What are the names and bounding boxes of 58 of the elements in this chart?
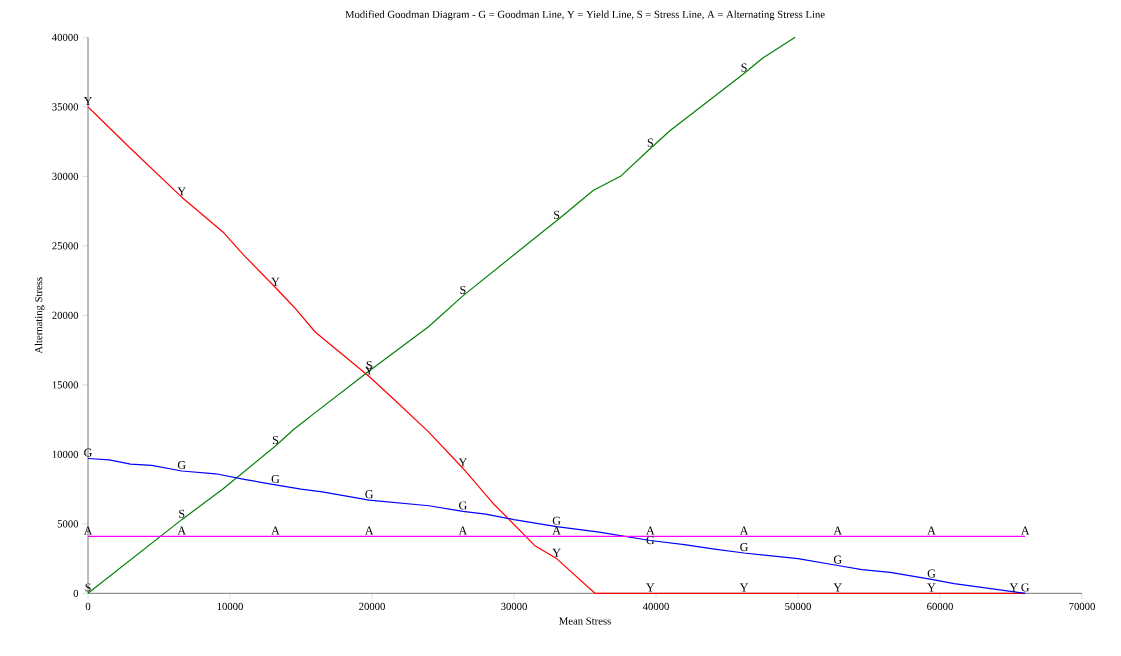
annotation: S xyxy=(647,138,653,147)
annotation: S xyxy=(741,63,747,72)
y-tick-label: 30000 xyxy=(52,172,79,180)
x-tick-label: 40000 xyxy=(642,602,669,611)
annotation: Y xyxy=(177,187,186,196)
annotation: A xyxy=(271,526,280,535)
annotation: Y xyxy=(1009,583,1018,592)
annotation: A xyxy=(177,526,186,535)
annotation: G xyxy=(552,516,561,525)
annotation: A xyxy=(646,526,655,535)
annotation: S xyxy=(85,583,91,592)
annotation: G xyxy=(740,543,748,552)
annotation: S xyxy=(272,436,279,445)
annotation: A xyxy=(1020,526,1030,535)
annotation: S xyxy=(460,285,466,294)
y-tick-label: 40000 xyxy=(52,33,79,41)
y-tick-label: 35000 xyxy=(52,103,79,111)
annotation: S xyxy=(179,509,185,518)
annotation: G xyxy=(365,490,374,499)
annotation: A xyxy=(739,526,749,535)
y-tick-label: 15000 xyxy=(52,381,79,389)
annotation: Y xyxy=(927,583,936,592)
annotation: G xyxy=(459,501,467,510)
x-tick-label: 50000 xyxy=(785,602,811,611)
annotation: Y xyxy=(646,583,655,592)
annotation: G xyxy=(1021,583,1030,592)
annotation: Y xyxy=(739,583,749,592)
annotation: A xyxy=(927,526,936,535)
annotation: Y xyxy=(83,97,93,105)
x-tick-label: 10000 xyxy=(217,602,243,611)
x-tick-label: 60000 xyxy=(927,602,953,611)
annotation: G xyxy=(833,555,842,564)
x-tick-label: 30000 xyxy=(501,602,527,611)
x-tick-label: 70000 xyxy=(1069,602,1095,611)
annotation: Y xyxy=(833,583,842,592)
annotation: A xyxy=(83,526,93,535)
annotation: A xyxy=(458,526,468,535)
x-axis-title: Mean Stress xyxy=(559,617,611,625)
x-tick-label: 20000 xyxy=(359,602,385,611)
annotation: G xyxy=(84,448,92,457)
annotation: S xyxy=(554,210,560,219)
annotation: G xyxy=(271,474,280,484)
y-tick-label: 25000 xyxy=(52,242,79,250)
annotation: A xyxy=(364,526,374,535)
annotation: G xyxy=(177,461,186,470)
annotation: A xyxy=(552,526,561,535)
x-tick-label: 0 xyxy=(85,602,91,611)
y-tick-label: 5000 xyxy=(57,520,79,528)
annotation: Y xyxy=(552,548,561,557)
y-tick-label: 10000 xyxy=(52,450,79,458)
y-axis-title: Alternating Stress xyxy=(34,277,45,354)
y-tick-label: 20000 xyxy=(52,311,79,319)
annotation: Y xyxy=(271,277,280,286)
chart-title: Modified Goodman Diagram - G = Goodman Line, Y = Yield Line, S = Stress Line, A = Alternating Stress Line xyxy=(345,10,825,21)
annotation: G xyxy=(927,569,936,578)
annotation: Y xyxy=(458,458,467,467)
y-tick-label: 0 xyxy=(73,589,79,597)
annotation: A xyxy=(833,526,842,535)
